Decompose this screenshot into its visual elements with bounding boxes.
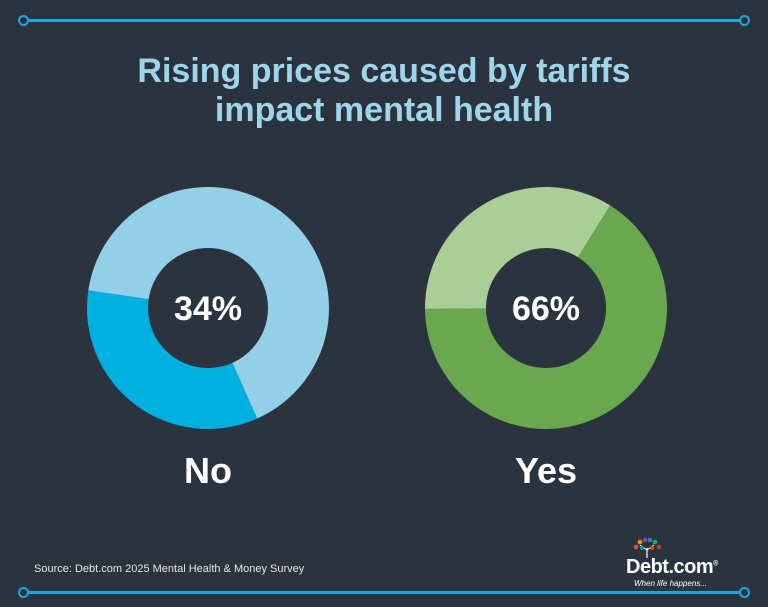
top-divider xyxy=(18,15,750,26)
debt-com-logo: Debt.com® When life happens... xyxy=(620,536,740,590)
logo-tagline: When life happens... xyxy=(634,579,707,588)
donut-no: 34% No xyxy=(86,187,329,491)
source-note: Source: Debt.com 2025 Mental Health & Mo… xyxy=(34,563,305,575)
title-line-2: impact mental health xyxy=(214,91,554,129)
bottom-divider-dot-left xyxy=(18,587,29,598)
top-divider-dot-right xyxy=(739,15,750,26)
chart-title: Rising prices caused by tariffs impact m… xyxy=(0,52,768,130)
logo-brand: Debt.com® xyxy=(626,556,718,578)
donut-no-slice-0 xyxy=(86,290,258,429)
logo-tree-icon xyxy=(633,537,662,558)
donut-yes: 66% Yes xyxy=(425,186,668,491)
top-divider-dot-left xyxy=(18,15,29,26)
donut-yes-slice-1 xyxy=(425,186,611,309)
bottom-divider xyxy=(18,587,750,598)
donut-yes-center-label: 66% xyxy=(512,290,580,328)
bottom-divider-line xyxy=(24,591,744,594)
donut-no-center-label: 34% xyxy=(174,290,242,328)
top-divider-line xyxy=(24,19,744,22)
donut-no-slice-1 xyxy=(88,187,329,419)
donut-no-label: No xyxy=(184,450,232,491)
donut-yes-label: Yes xyxy=(515,450,577,491)
donut-yes-slice-0 xyxy=(425,205,668,429)
bottom-divider-dot-right xyxy=(739,587,750,598)
title-line-1: Rising prices caused by tariffs xyxy=(137,52,631,90)
